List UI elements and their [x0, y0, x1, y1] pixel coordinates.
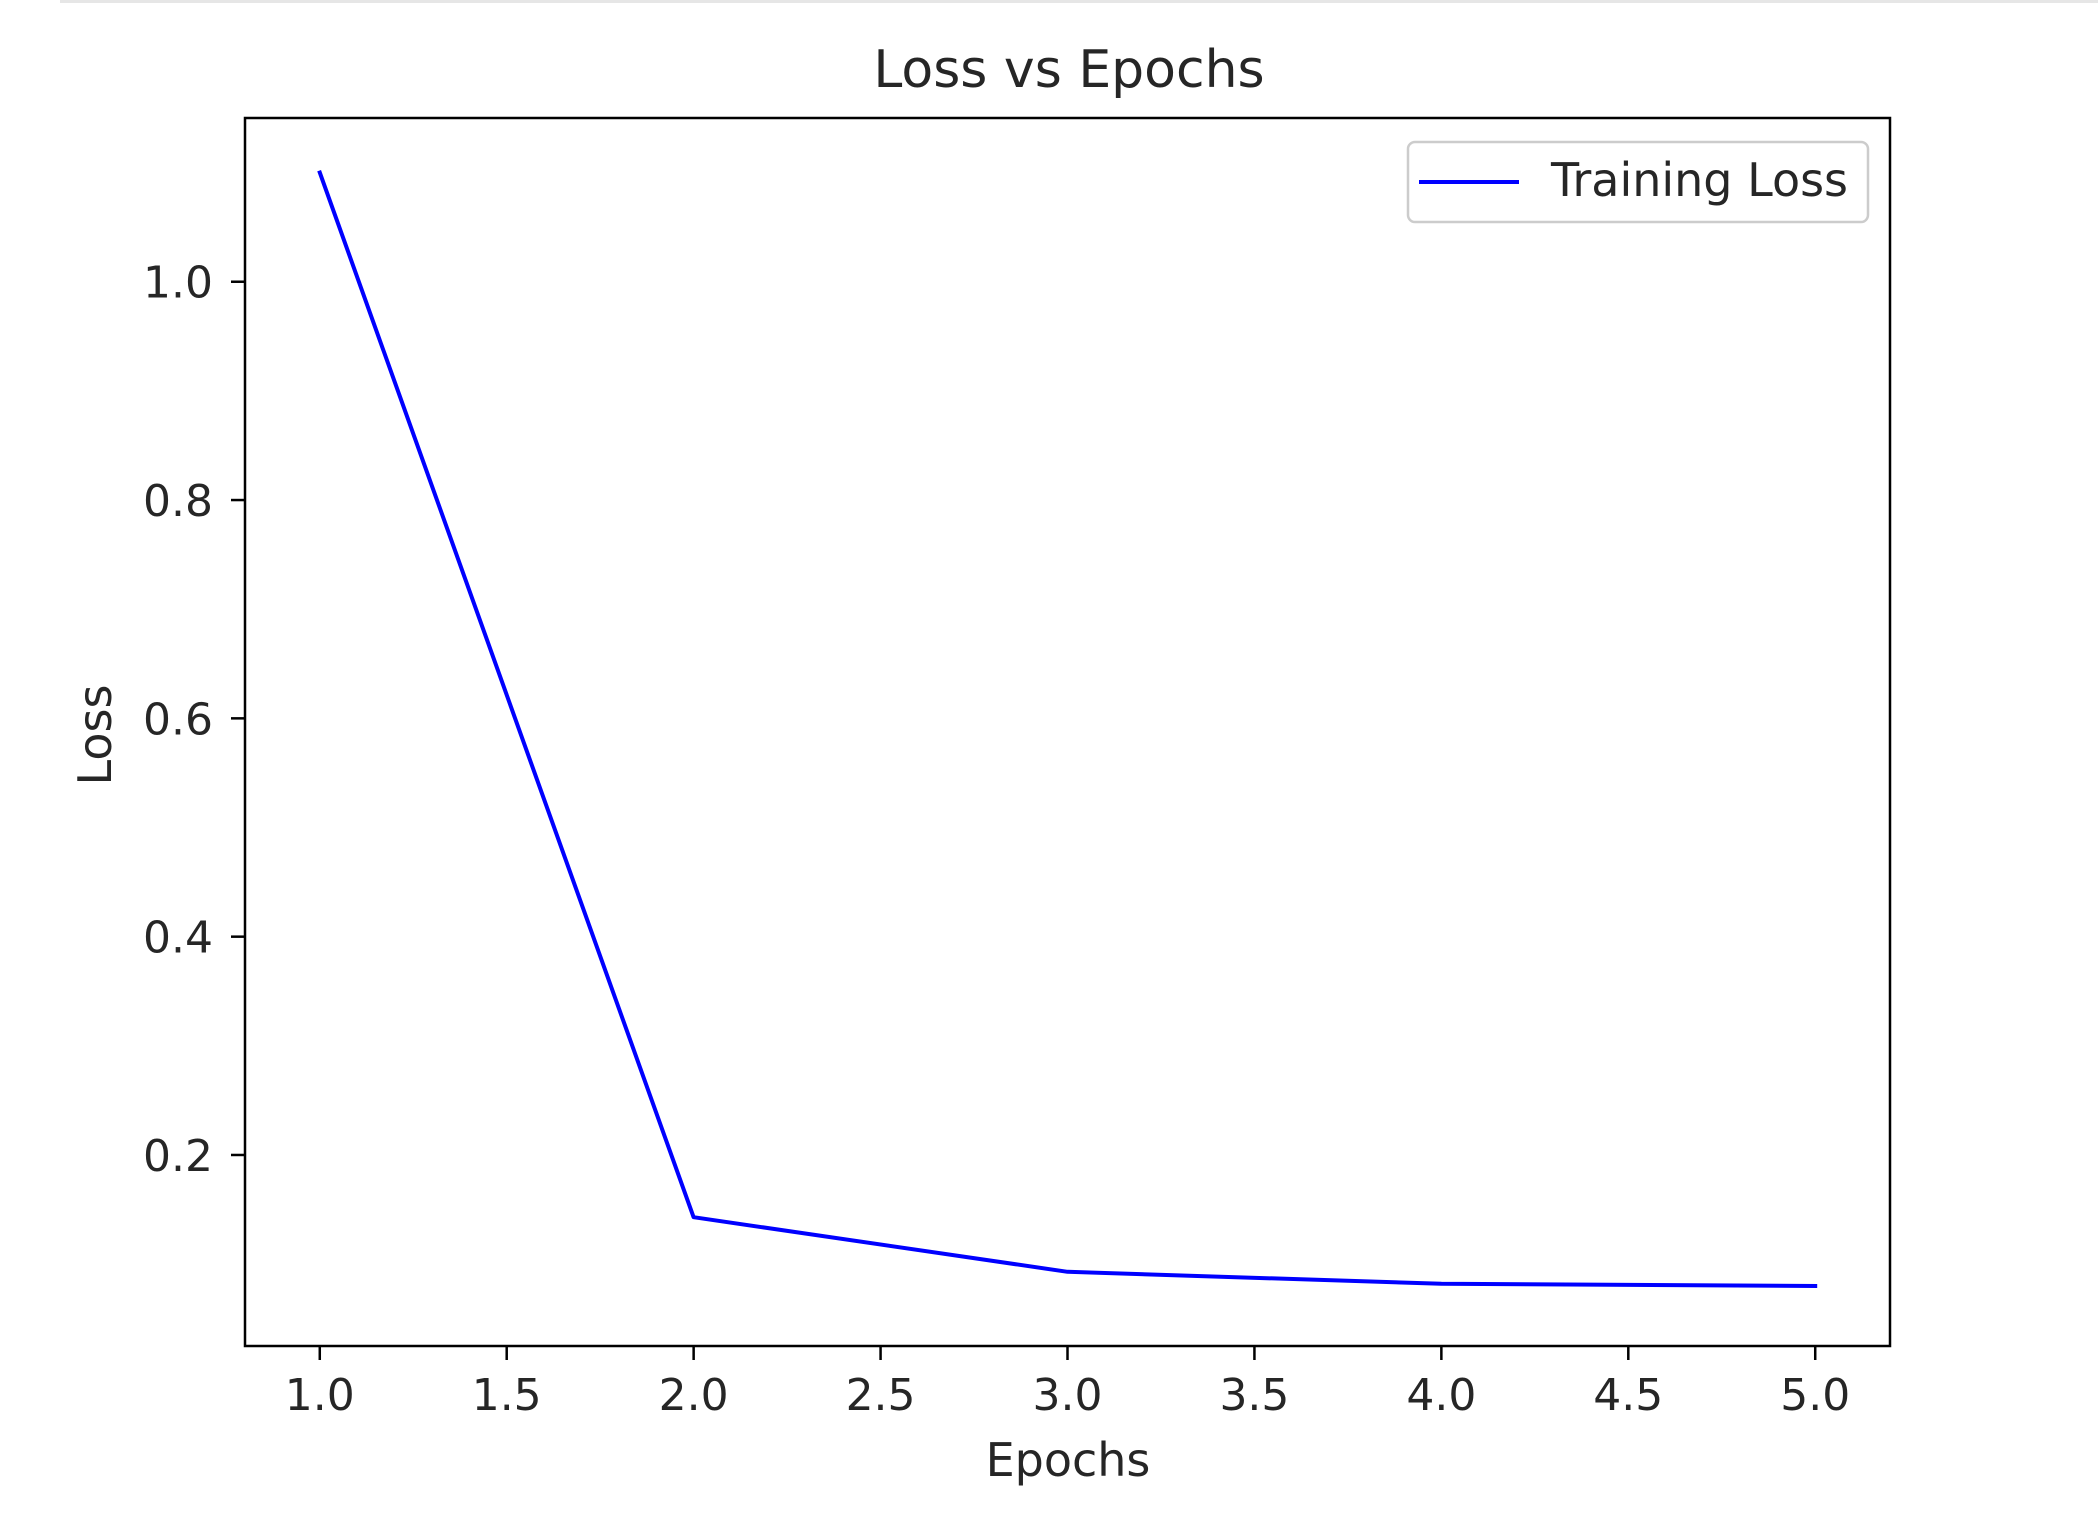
- plot-area: [243, 116, 1892, 1348]
- legend-box: [1406, 140, 1870, 224]
- y-tick-label: 0.6: [143, 694, 213, 745]
- series-layer: [317, 170, 1818, 1289]
- x-tick-label: 3.5: [1219, 1370, 1289, 1421]
- legend: Training Loss: [1406, 140, 1870, 224]
- x-axis: 1.0 1.5 2.0 2.5 3.0 3.5 4.0 4.5 5.0: [285, 1346, 1850, 1421]
- x-tick-label: 2.0: [659, 1370, 729, 1421]
- chart-title: Loss vs Epochs: [873, 40, 1264, 100]
- legend-label-training-loss: Training Loss: [1550, 153, 1848, 207]
- x-tick-label: 5.0: [1780, 1370, 1850, 1421]
- y-tick-label: 1.0: [143, 258, 213, 309]
- x-tick-label: 3.0: [1033, 1370, 1103, 1421]
- y-axis: 0.2 0.4 0.6 0.8 1.0: [143, 258, 245, 1182]
- top-border: [60, 0, 2098, 3]
- series-line-training-loss: [317, 170, 1818, 1289]
- y-tick-label: 0.8: [143, 476, 213, 527]
- x-axis-title: Epochs: [986, 1433, 1151, 1487]
- y-axis-title: Loss: [68, 685, 122, 786]
- y-tick-label: 0.4: [143, 913, 213, 964]
- x-tick-label: 1.5: [472, 1370, 542, 1421]
- y-tick-label: 0.2: [143, 1131, 213, 1182]
- x-tick-label: 4.0: [1406, 1370, 1476, 1421]
- x-tick-label: 4.5: [1593, 1370, 1663, 1421]
- x-tick-label: 1.0: [285, 1370, 355, 1421]
- x-tick-label: 2.5: [846, 1370, 916, 1421]
